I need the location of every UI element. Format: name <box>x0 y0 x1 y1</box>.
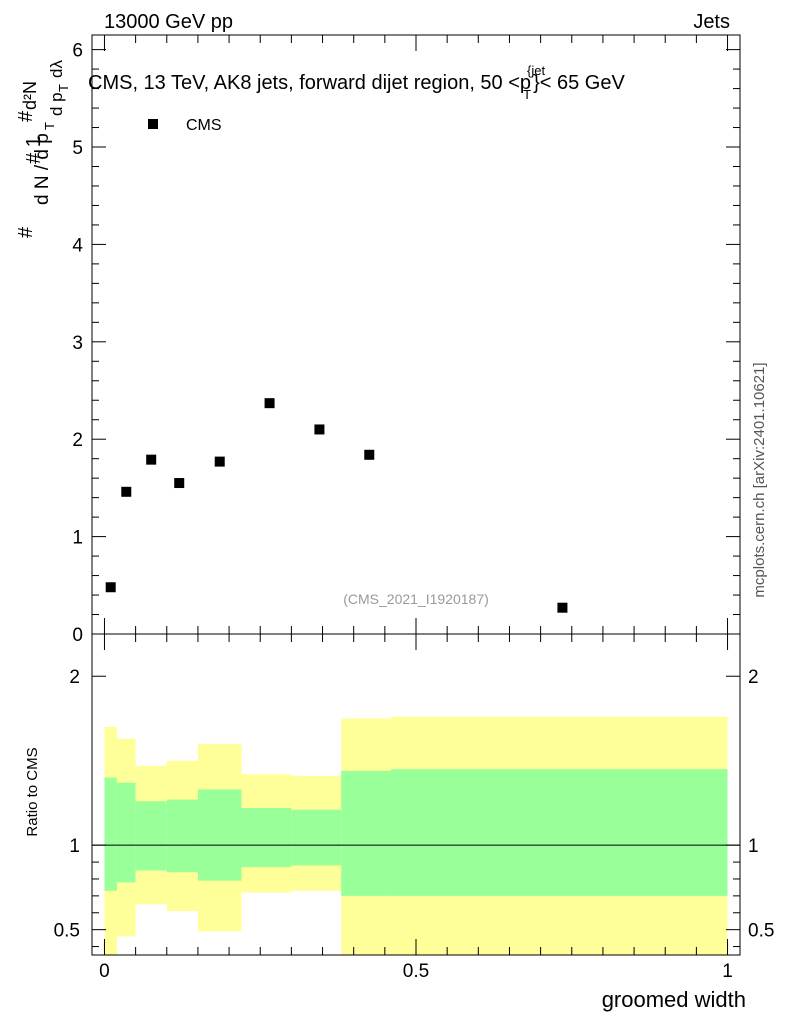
svg-text:T: T <box>42 122 57 130</box>
x-axis-label: groomed width <box>602 987 746 1012</box>
data-point <box>146 454 157 465</box>
analysis-id-label: (CMS_2021_I1920187) <box>343 591 489 607</box>
main-y-tick-label: 6 <box>72 41 83 62</box>
svg-text:d p: d p <box>47 92 66 116</box>
title-subscript: T <box>523 87 531 102</box>
ratio-uncertainty-bands <box>104 716 728 955</box>
main-y-ticks: 0 1 2 3 4 5 6 <box>72 41 740 646</box>
svg-text:dλ: dλ <box>47 60 66 78</box>
ratio-y-tick-label: 2 <box>69 667 80 688</box>
data-point <box>314 424 325 435</box>
main-y-tick-label: 2 <box>72 430 83 451</box>
inner-band-bin <box>291 809 342 866</box>
ratio-y-tick-label-right: 0.5 <box>748 921 774 942</box>
main-plot: 0 1 2 3 4 5 6 CMS, 13 TeV, AK8 jets, forward d… <box>72 34 741 646</box>
title-superscript: {jet <box>527 63 545 78</box>
inner-band-bin <box>116 782 136 883</box>
inner-band-bin <box>197 789 242 881</box>
header-right-label: Jets <box>693 11 730 33</box>
svg-text:d²N: d²N <box>20 81 40 110</box>
main-y-tick-label: 0 <box>72 625 83 646</box>
title-tail: }< 65 GeV <box>533 72 625 94</box>
svg-text:#: # <box>15 226 37 238</box>
ratio-plot: 0.5 0.51 12 2 0 0.5 1 Ratio to CMS groomed wi… <box>24 633 774 1012</box>
data-point <box>105 582 116 593</box>
main-y-axis-label: # 1 # d N / d p T # d p T dλ d²N <box>15 60 71 238</box>
x-tick-label: 0.5 <box>403 961 429 982</box>
ratio-y-tick-label: 0.5 <box>54 921 80 942</box>
main-y-tick-label: 1 <box>72 528 83 549</box>
main-x-ticks <box>103 35 729 634</box>
main-y-tick-label: 5 <box>72 138 83 159</box>
data-point <box>214 456 225 467</box>
ratio-y-tick-label: 1 <box>69 836 80 857</box>
header-left-label: 13000 GeV pp <box>104 11 233 33</box>
x-tick-label: 1 <box>722 961 733 982</box>
x-tick-label: 0 <box>99 961 110 982</box>
data-point <box>557 602 568 613</box>
svg-text:#: # <box>15 110 37 122</box>
main-data-points <box>105 398 568 613</box>
main-y-tick-label: 3 <box>72 333 83 354</box>
legend-marker-cms <box>148 119 158 129</box>
title-text: CMS, 13 TeV, AK8 jets, forward dijet reg… <box>88 72 531 94</box>
data-point <box>174 478 185 489</box>
inner-band-bin <box>104 777 117 891</box>
inner-band-bin <box>391 769 728 896</box>
inner-band-bin <box>166 799 198 873</box>
inner-band-bin <box>241 808 292 868</box>
watermark-text: mcplots.cern.ch [arXiv:2401.10621] <box>751 362 768 597</box>
ratio-y-tick-label-right: 2 <box>748 667 759 688</box>
data-point <box>121 486 132 497</box>
ratio-y-ticks: 0.5 0.5 1 1 2 2 <box>54 667 774 948</box>
svg-text:T: T <box>56 84 71 92</box>
data-point <box>364 449 375 460</box>
ratio-y-tick-label-right: 1 <box>748 836 759 857</box>
ratio-y-axis-label: Ratio to CMS <box>24 747 41 836</box>
inner-band-bin <box>135 801 167 871</box>
svg-text:# 1: # 1 <box>23 136 45 164</box>
main-plot-title: CMS, 13 TeV, AK8 jets, forward dijet reg… <box>88 63 625 102</box>
svg-text:d N / d p: d N / d p <box>32 133 53 205</box>
legend-label-cms: CMS <box>186 117 222 134</box>
ratio-x-ticks: 0 0.5 1 <box>99 634 733 982</box>
inner-band-bin <box>341 770 392 896</box>
data-point <box>264 398 275 409</box>
main-y-tick-label: 4 <box>72 235 83 256</box>
